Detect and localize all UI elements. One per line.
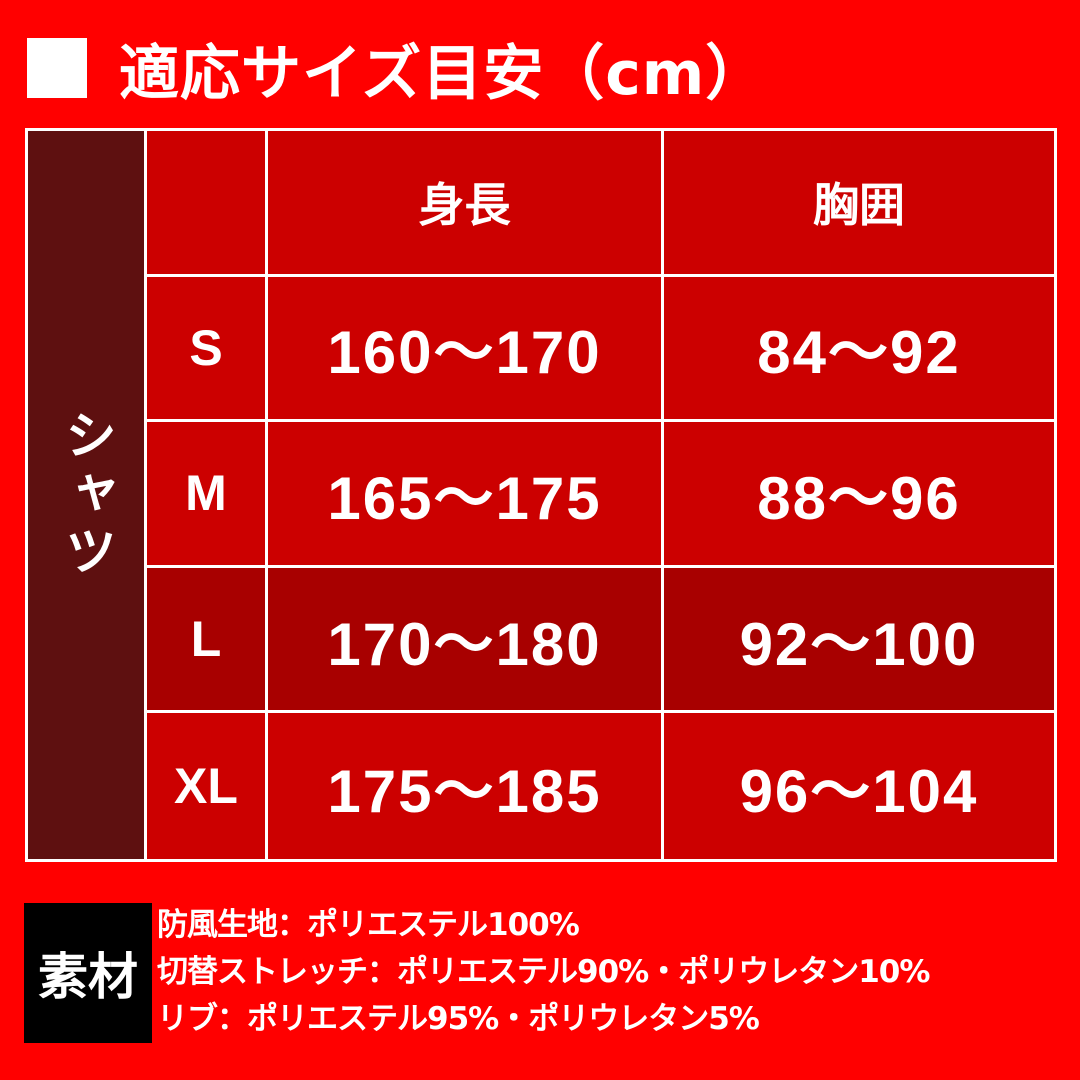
material-line: 切替ストレッチ：ポリエステル90%・ポリウレタン10%: [157, 954, 930, 990]
page-title: 適応サイズ目安（cm）: [27, 28, 766, 109]
materials-list: 防風生地：ポリエステル100% 切替ストレッチ：ポリエステル90%・ポリウレタン…: [157, 902, 930, 1043]
material-line: 防風生地：ポリエステル100%: [157, 907, 580, 943]
height-cell: 160～170: [268, 276, 664, 423]
header-height: 身長: [268, 131, 664, 277]
size-cell: XL: [147, 713, 268, 859]
chest-cell: 88～96: [664, 422, 1054, 568]
group-label: シャツ: [55, 408, 116, 582]
height-cell: 175～185: [268, 713, 664, 859]
square-bullet-icon: [27, 38, 87, 98]
header-chest: 胸囲: [664, 131, 1054, 277]
group-label-cell: シャツ: [28, 131, 147, 859]
height-cell: 170～180: [268, 567, 664, 714]
chest-cell: 92～100: [664, 567, 1054, 714]
material-line: リブ：ポリエステル95%・ポリウレタン5%: [157, 1001, 760, 1037]
size-cell: S: [147, 276, 268, 423]
size-cell: L: [147, 567, 268, 714]
chest-cell: 96～104: [664, 713, 1054, 859]
chest-cell: 84～92: [664, 276, 1054, 423]
size-cell: M: [147, 422, 268, 568]
materials-label: 素材: [24, 903, 152, 1043]
size-table: シャツ 身長 胸囲 S 160～170 84～92 M 165～175 88～9…: [25, 128, 1057, 862]
height-cell: 165～175: [268, 422, 664, 568]
title-text: 適応サイズ目安（cm）: [119, 38, 767, 109]
header-empty: [147, 131, 268, 277]
